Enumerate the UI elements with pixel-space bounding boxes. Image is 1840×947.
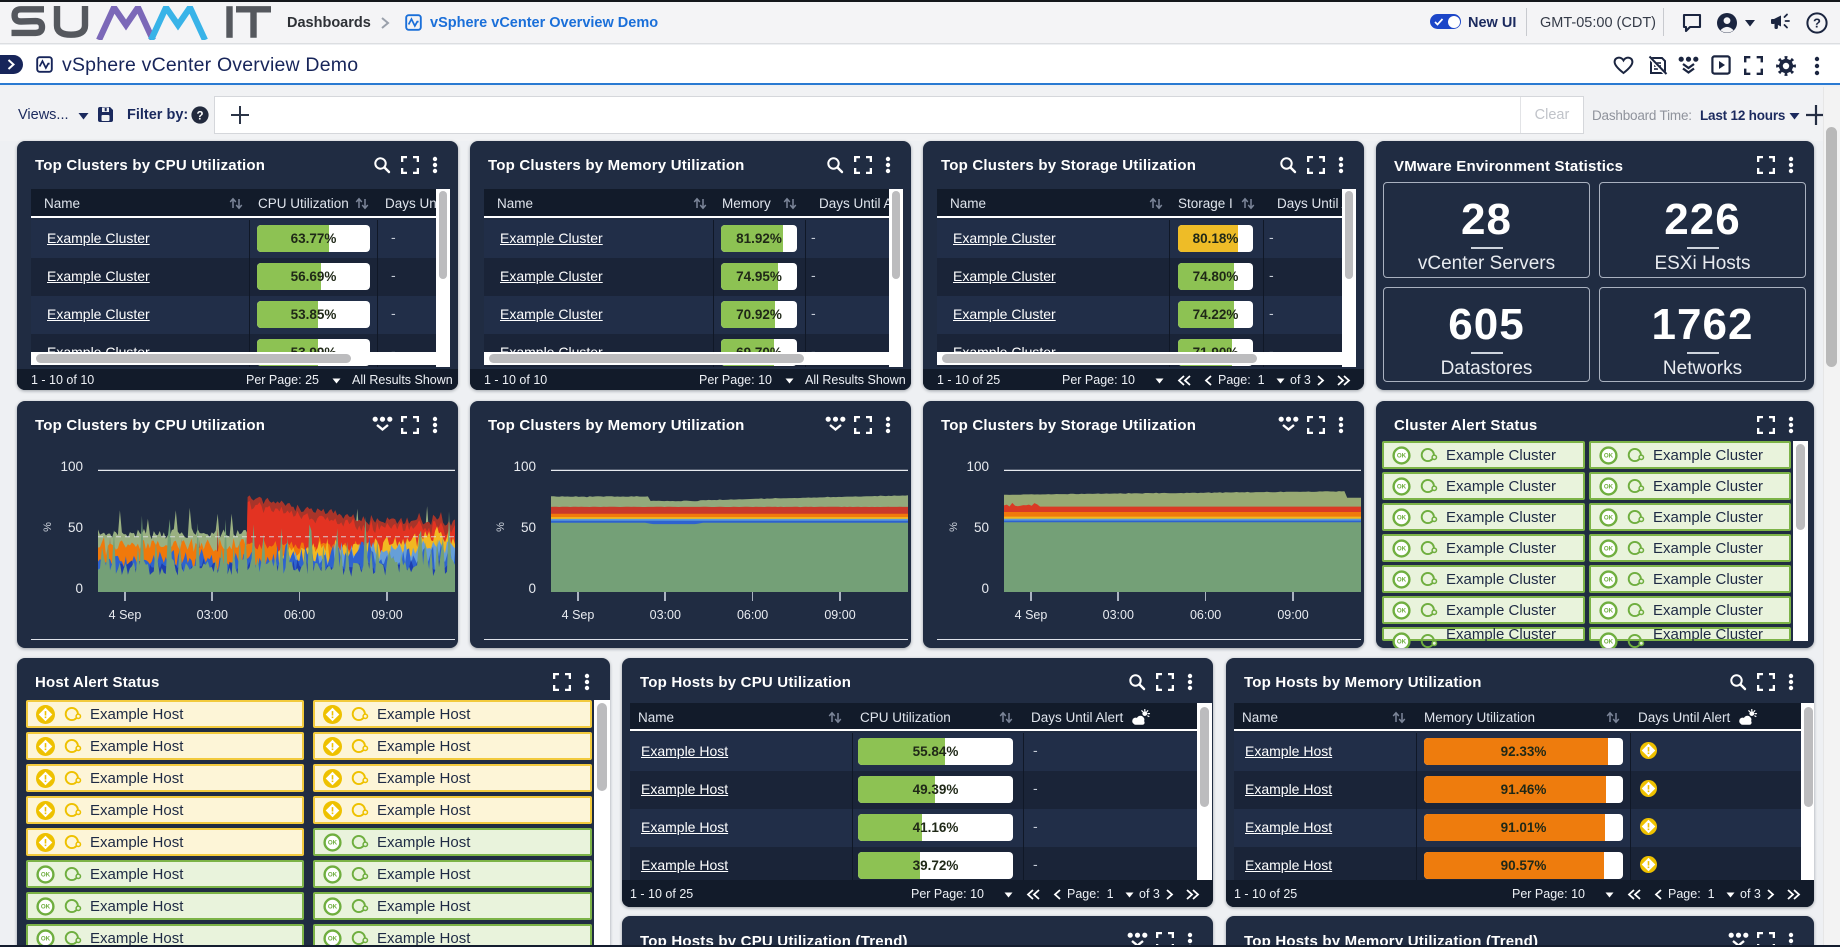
svg-text:OK: OK — [1604, 484, 1614, 491]
svg-text:OK: OK — [41, 872, 51, 879]
svg-text:OK: OK — [1397, 453, 1407, 460]
svg-text:OK: OK — [1604, 608, 1614, 615]
svg-text:OK: OK — [1604, 515, 1614, 522]
svg-text:OK: OK — [1604, 639, 1614, 646]
svg-text:OK: OK — [1397, 608, 1407, 615]
svg-text:OK: OK — [1604, 577, 1614, 584]
svg-text:OK: OK — [1397, 546, 1407, 553]
svg-text:OK: OK — [1397, 639, 1407, 646]
svg-text:?: ? — [1813, 16, 1821, 31]
svg-text:OK: OK — [1397, 577, 1407, 584]
svg-text:OK: OK — [328, 840, 338, 847]
svg-text:OK: OK — [1397, 515, 1407, 522]
svg-text:OK: OK — [328, 904, 338, 911]
svg-text:OK: OK — [1397, 484, 1407, 491]
svg-text:OK: OK — [1604, 453, 1614, 460]
svg-text:OK: OK — [328, 936, 338, 943]
svg-text:OK: OK — [328, 872, 338, 879]
svg-text:OK: OK — [41, 936, 51, 943]
svg-text:OK: OK — [1604, 546, 1614, 553]
svg-text:?: ? — [196, 110, 203, 122]
svg-text:OK: OK — [41, 904, 51, 911]
